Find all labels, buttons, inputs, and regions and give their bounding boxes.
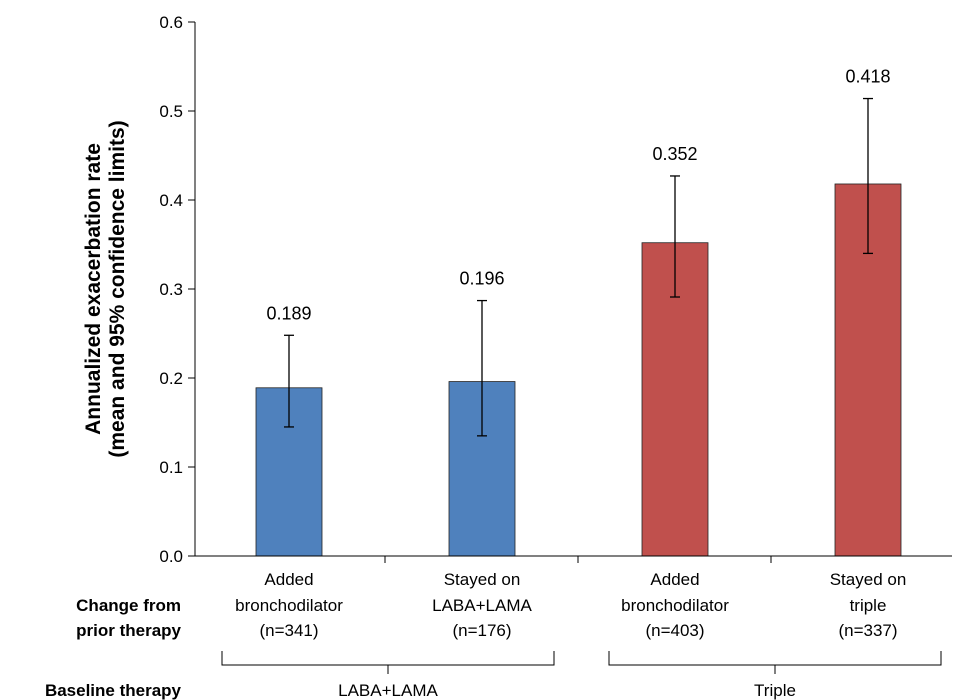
category-label: Stayed on (444, 570, 521, 589)
category-label: (n=341) (259, 621, 318, 640)
category-label: Stayed on (830, 570, 907, 589)
category-labels: Added bronchodilator (n=341) Stayed on LABA+… (235, 570, 906, 640)
row-labels: Change from prior therapy Baseline thera… (45, 596, 182, 700)
category-label: bronchodilator (621, 596, 729, 615)
value-label: 0.196 (459, 269, 504, 289)
y-axis-title-line-1: Annualized exacerbation rate (82, 143, 105, 435)
group-bracket (608, 651, 942, 674)
bar-series (255, 183, 902, 557)
y-tick-label: 0.2 (159, 369, 183, 388)
y-tick-label: 0.4 (159, 191, 183, 210)
bar (834, 183, 902, 557)
y-axis-title: Annualized exacerbation rate (mean and 9… (82, 120, 129, 457)
y-tick-label: 0.1 (159, 458, 183, 477)
category-label: (n=176) (452, 621, 511, 640)
baseline-groups: LABA+LAMA Triple (221, 651, 942, 700)
category-label: LABA+LAMA (432, 596, 532, 615)
change-from-label-line-2: prior therapy (76, 621, 181, 640)
category-label: (n=403) (645, 621, 704, 640)
y-axis-title-line-2: (mean and 95% confidence limits) (106, 120, 129, 457)
y-tick-label: 0.5 (159, 102, 183, 121)
group-label: LABA+LAMA (338, 681, 438, 700)
y-axis: 0.0 0.1 0.2 0.3 0.4 0.5 0.6 (159, 13, 196, 566)
category-label: bronchodilator (235, 596, 343, 615)
value-labels: 0.189 0.196 0.352 0.418 (266, 67, 890, 324)
category-label: Added (650, 570, 699, 589)
group-bracket (221, 651, 555, 674)
y-tick-label: 0.0 (159, 547, 183, 566)
category-label: (n=337) (838, 621, 897, 640)
y-tick-label: 0.6 (159, 13, 183, 32)
error-bars (284, 97, 873, 437)
y-tick-label: 0.3 (159, 280, 183, 299)
value-label: 0.352 (652, 144, 697, 164)
value-label: 0.418 (845, 67, 890, 87)
baseline-therapy-label: Baseline therapy (45, 681, 182, 700)
category-label: triple (850, 596, 887, 615)
change-from-label-line-1: Change from (76, 596, 181, 615)
x-axis (195, 555, 952, 563)
category-label: Added (264, 570, 313, 589)
value-label: 0.189 (266, 303, 311, 323)
group-label: Triple (754, 681, 796, 700)
